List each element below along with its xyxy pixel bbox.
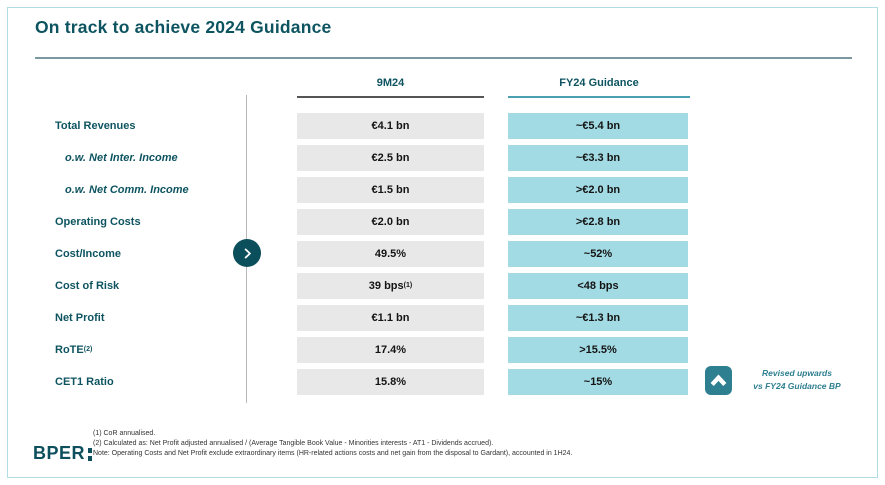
title-divider <box>35 57 852 59</box>
footnote-2: (2) Calculated as: Net Profit adjusted a… <box>93 440 494 447</box>
table-row-rote: RoTE (2) 17.4% >15.5% <box>0 337 885 363</box>
value-fy24: >€2.0 bn <box>508 177 688 203</box>
page-title: On track to achieve 2024 Guidance <box>35 17 332 37</box>
row-label: o.w. Net Inter. Income <box>65 152 178 164</box>
row-label: o.w. Net Comm. Income <box>65 184 189 196</box>
row-label: Cost of Risk <box>55 280 120 292</box>
revision-note-line2: vs FY24 Guidance BP <box>753 380 841 391</box>
bper-logo: BPER <box>33 443 93 464</box>
table-row-cost-income: Cost/Income 49.5% ~52% <box>0 241 885 267</box>
footnotes: (1) CoR annualised. (2) Calculated as: N… <box>93 429 853 459</box>
value-9m24: 17.4% <box>297 337 484 363</box>
row-label: Cost/Income <box>55 248 122 260</box>
value-fy24: ~15% <box>508 369 688 395</box>
revision-note: Revised upwards vs FY24 Guidance BP <box>736 367 858 392</box>
value-9m24: 49.5% <box>297 241 484 267</box>
column-underline-fy24 <box>508 96 690 98</box>
table-row-net-profit: Net Profit €1.1 bn ~€1.3 bn <box>0 305 885 331</box>
revision-note-line1: Revised upwards <box>762 368 832 378</box>
table-row-net-comm-income: o.w. Net Comm. Income €1.5 bn >€2.0 bn <box>0 177 885 203</box>
row-label: CET1 Ratio <box>55 376 114 388</box>
table-row-operating-costs: Operating Costs €2.0 bn >€2.8 bn <box>0 209 885 235</box>
table-row-net-inter-income: o.w. Net Inter. Income €2.5 bn ~€3.3 bn <box>0 145 885 171</box>
table-row-cet1-ratio: CET1 Ratio 15.8% ~15% <box>0 369 885 395</box>
column-underline-9m24 <box>297 96 484 98</box>
value-fy24: ~€1.3 bn <box>508 305 688 331</box>
value-9m24: 15.8% <box>297 369 484 395</box>
footnote-1: (1) CoR annualised. <box>93 430 156 437</box>
column-header-9m24: 9M24 <box>376 77 405 89</box>
table-row-total-revenues: Total Revenues €4.1 bn ~€5.4 bn <box>0 113 885 139</box>
row-label: Operating Costs <box>55 216 141 228</box>
value-9m24: €2.5 bn <box>297 145 484 171</box>
column-header-fy24-guidance: FY24 Guidance <box>559 77 639 89</box>
bper-logo-text: BPER <box>33 443 86 463</box>
value-9m24: €4.1 bn <box>297 113 484 139</box>
arrow-up-icon <box>705 366 732 395</box>
value-9m24: €1.1 bn <box>297 305 484 331</box>
guidance-table: Total Revenues €4.1 bn ~€5.4 bn o.w. Net… <box>0 113 885 401</box>
value-fy24: <48 bps <box>508 273 688 299</box>
chevron-right-icon <box>241 247 254 260</box>
value-9m24: €1.5 bn <box>297 177 484 203</box>
value-fy24: ~€5.4 bn <box>508 113 688 139</box>
value-9m24: €2.0 bn <box>297 209 484 235</box>
value-fy24: >€2.8 bn <box>508 209 688 235</box>
value-9m24: 39 bps (1) <box>297 273 484 299</box>
row-label: RoTE (2) <box>55 344 93 356</box>
row-label: Total Revenues <box>55 120 136 132</box>
row-label: Net Profit <box>55 312 105 324</box>
footnote-note: Note: Operating Costs and Net Profit exc… <box>93 450 573 457</box>
table-row-cost-of-risk: Cost of Risk 39 bps (1) <48 bps <box>0 273 885 299</box>
value-fy24: ~52% <box>508 241 688 267</box>
value-fy24: ~€3.3 bn <box>508 145 688 171</box>
cost-income-pointer-button[interactable] <box>233 239 261 267</box>
value-fy24: >15.5% <box>508 337 688 363</box>
bper-logo-colon-icon <box>87 446 93 461</box>
